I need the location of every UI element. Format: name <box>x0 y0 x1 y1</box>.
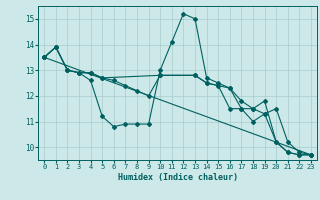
X-axis label: Humidex (Indice chaleur): Humidex (Indice chaleur) <box>118 173 238 182</box>
